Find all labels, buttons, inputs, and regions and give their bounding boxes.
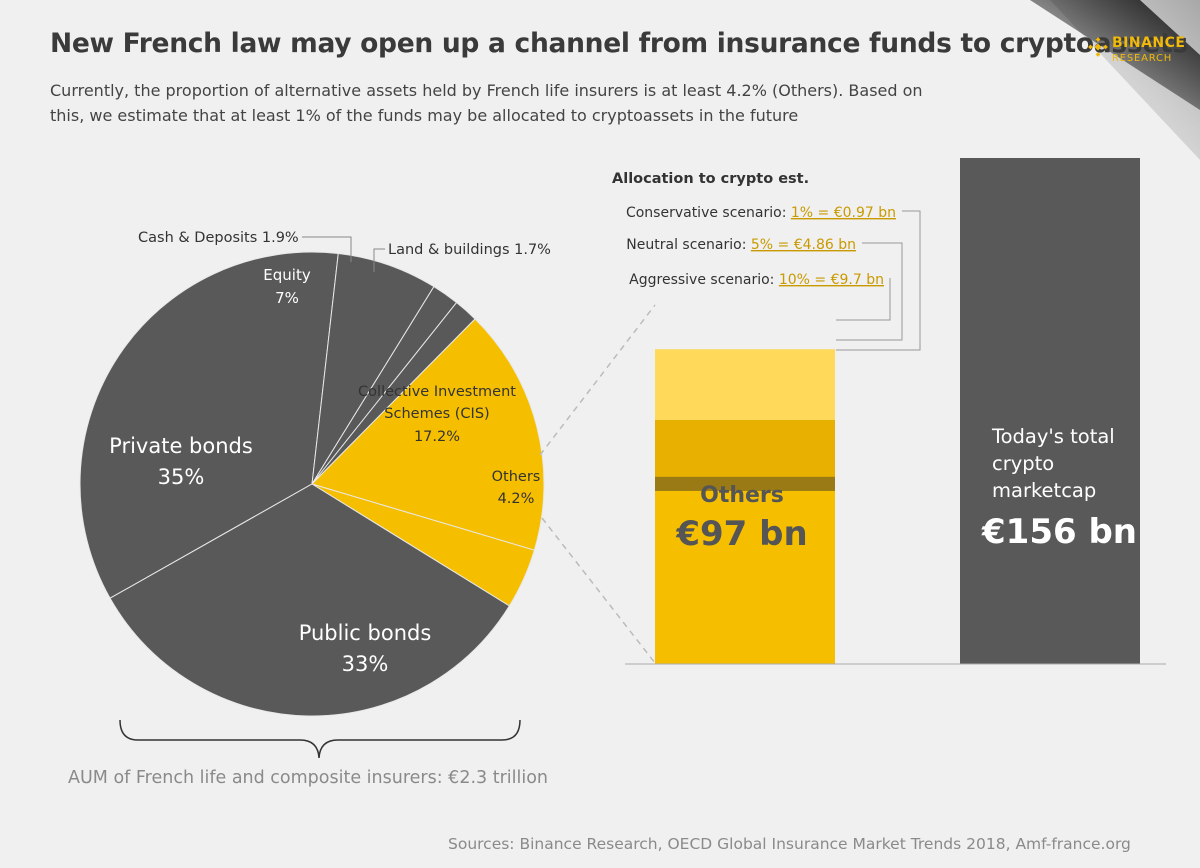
bar-label-marketcap-line3: marketcap — [992, 479, 1096, 502]
bar-label-others: Others — [700, 483, 784, 508]
aggressive-bracket — [836, 278, 891, 321]
bar-crypto-marketcap — [960, 158, 1140, 664]
cash-deposits-leader-line — [302, 236, 352, 262]
pie-label-cis-line2: Schemes (CIS) — [384, 406, 489, 422]
scenario-neutral: Neutral scenario: 5% = €4.86 bn — [626, 237, 856, 253]
sources-note: Sources: Binance Research, OECD Global I… — [448, 835, 1131, 853]
pie-label-cis-line1: Collective Investment — [358, 384, 516, 400]
pie-label-private-bonds: Private bonds — [109, 434, 253, 458]
zoom-connector-bottom — [541, 517, 656, 664]
chart-subtitle: Currently, the proportion of alternative… — [50, 81, 923, 125]
bar-chart — [655, 158, 1140, 664]
pie-label-public-bonds: Public bonds — [299, 621, 432, 645]
scenario-conservative: Conservative scenario: 1% = €0.97 bn — [626, 205, 896, 221]
chart-title: New French law may open up a channel fro… — [50, 28, 1188, 59]
segment-aggressive — [655, 349, 835, 421]
pie-value-cis: 17.2% — [414, 429, 460, 445]
scenario-aggressive: Aggressive scenario: 10% = €9.7 bn — [629, 272, 884, 288]
pie-slice-private-bonds — [79, 251, 339, 599]
neutral-bracket — [836, 242, 903, 341]
pie-value-equity: 7% — [275, 289, 299, 307]
bar-label-marketcap-line1: Today's total — [991, 425, 1115, 448]
logo-text-research: RESEARCH — [1112, 53, 1173, 64]
pie-label-others: Others — [492, 469, 541, 485]
bar-value-marketcap: €156 bn — [981, 512, 1137, 552]
zoom-connector-top — [539, 304, 656, 456]
logo-text-binance: BINANCE — [1112, 35, 1186, 51]
pie-slice-equity — [311, 252, 435, 485]
allocation-title: Allocation to crypto est. — [612, 171, 809, 187]
binance-diamond-icon — [1088, 37, 1108, 57]
aum-brace — [119, 719, 521, 759]
segment-conservative — [655, 476, 835, 491]
binance-research-logo: BINANCE RESEARCH — [1088, 33, 1198, 69]
pie-value-private-bonds: 35% — [158, 465, 205, 489]
pie-slice-collective-investment-schemes-cis — [311, 318, 545, 551]
pie-label-land-buildings: Land & buildings 1.7% — [388, 242, 551, 258]
pie-label-cash-deposits: Cash & Deposits 1.9% — [138, 230, 299, 246]
bar-value-others: €97 bn — [675, 514, 807, 554]
land-buildings-leader-line — [373, 248, 385, 272]
pie-label-equity: Equity — [263, 266, 311, 284]
pie-value-others: 4.2% — [498, 491, 535, 507]
pie-slice-public-bonds — [109, 483, 511, 717]
conservative-bracket — [836, 210, 921, 351]
pie-chart — [79, 251, 545, 717]
corner-decoration — [1030, 0, 1200, 160]
segment-neutral — [655, 420, 835, 477]
pie-value-public-bonds: 33% — [342, 652, 389, 676]
bar-label-marketcap-line2: crypto — [992, 452, 1054, 475]
aum-label: AUM of French life and composite insurer… — [68, 768, 549, 788]
